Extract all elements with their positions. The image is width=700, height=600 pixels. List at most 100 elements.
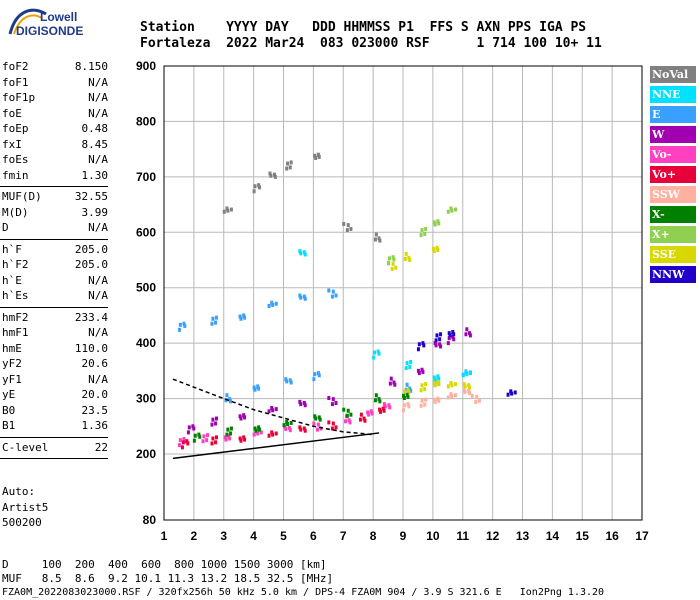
data-point	[202, 434, 206, 439]
data-point	[407, 390, 411, 395]
data-point	[436, 379, 440, 384]
data-point	[185, 439, 189, 444]
x-tick-label: 8	[370, 529, 377, 543]
data-point	[227, 434, 231, 439]
data-point	[434, 343, 438, 348]
data-point	[453, 207, 457, 212]
param-name: h`F2	[2, 258, 29, 271]
data-point	[394, 265, 398, 270]
data-point	[186, 441, 190, 446]
data-point	[191, 424, 195, 429]
data-point	[377, 236, 381, 241]
data-point	[192, 426, 196, 431]
data-point	[417, 342, 421, 347]
data-point	[420, 398, 424, 403]
param-value: 3.99	[81, 205, 109, 219]
param-row: B1 1.36	[2, 419, 108, 435]
data-point	[226, 427, 230, 432]
data-point	[450, 394, 454, 399]
param-name: yE	[2, 388, 16, 401]
y-tick-label: 200	[136, 447, 156, 461]
data-point	[228, 436, 232, 441]
data-point	[331, 421, 335, 426]
data-point	[210, 422, 214, 427]
data-point	[253, 387, 257, 392]
data-point	[229, 207, 233, 212]
param-value: 1.36	[81, 419, 109, 432]
x-tick-label: 1	[161, 529, 168, 543]
data-point	[388, 381, 392, 386]
data-point	[403, 256, 407, 261]
x-tick-label: 16	[605, 529, 619, 543]
data-point	[417, 371, 421, 376]
data-point	[229, 431, 233, 436]
data-point	[314, 416, 318, 421]
data-point	[439, 332, 443, 337]
data-point	[407, 404, 411, 409]
data-point	[327, 288, 331, 293]
param-value: N/A	[88, 221, 108, 234]
data-point	[468, 385, 472, 390]
data-point	[299, 427, 303, 432]
data-point	[288, 428, 292, 433]
data-point	[252, 189, 256, 194]
data-point	[370, 411, 374, 416]
param-value: 1.30	[81, 168, 109, 182]
data-point	[468, 391, 472, 396]
data-point	[229, 399, 233, 404]
data-point	[467, 388, 471, 393]
data-point	[201, 439, 205, 444]
param-row: h`F 205.0	[2, 243, 108, 259]
data-point	[286, 161, 290, 166]
param-value: N/A	[88, 326, 108, 339]
data-point	[424, 226, 428, 231]
data-point	[312, 421, 316, 426]
param-value: 32.55	[74, 190, 108, 203]
plot-frame	[163, 65, 643, 521]
param-row: B0 23.5	[2, 404, 108, 420]
data-point	[274, 431, 278, 436]
data-point	[303, 296, 307, 301]
data-point	[211, 417, 215, 422]
param-row: foEs N/A	[2, 153, 108, 169]
data-point	[383, 404, 387, 409]
data-point	[253, 184, 257, 189]
param-name: MUF(D)	[2, 190, 42, 203]
param-name: fxI	[2, 137, 22, 151]
x-tick-label: 3	[220, 529, 227, 543]
logo-swoosh-icon	[8, 8, 47, 35]
legend-item: SSE	[650, 246, 696, 263]
param-name: foF1	[2, 75, 29, 89]
data-point	[453, 382, 457, 387]
data-point	[461, 373, 465, 378]
data-point	[431, 246, 435, 251]
param-row: hmF2 233.4	[2, 311, 108, 327]
data-point	[225, 206, 229, 211]
data-point	[317, 154, 321, 159]
data-point	[327, 420, 331, 425]
data-point	[477, 398, 481, 403]
data-point	[330, 402, 334, 407]
data-point	[419, 233, 423, 238]
data-point	[228, 397, 232, 402]
data-point	[404, 387, 408, 392]
data-point	[270, 300, 274, 305]
data-point	[270, 405, 274, 410]
data-point	[286, 422, 290, 427]
data-point	[359, 412, 363, 417]
data-point	[424, 382, 428, 387]
legend-item: X+	[650, 226, 696, 243]
data-point	[424, 397, 428, 402]
data-point	[419, 388, 423, 393]
data-point	[372, 355, 376, 360]
data-point	[256, 431, 260, 436]
data-point	[214, 421, 218, 426]
x-tick-label: 13	[516, 529, 530, 543]
param-row: MUF(D) 32.55	[2, 190, 108, 206]
data-point	[416, 347, 420, 352]
data-point	[423, 387, 427, 392]
legend-item: Vo+	[650, 166, 696, 183]
data-point	[374, 232, 378, 237]
data-point	[366, 410, 370, 415]
data-point	[433, 383, 437, 388]
